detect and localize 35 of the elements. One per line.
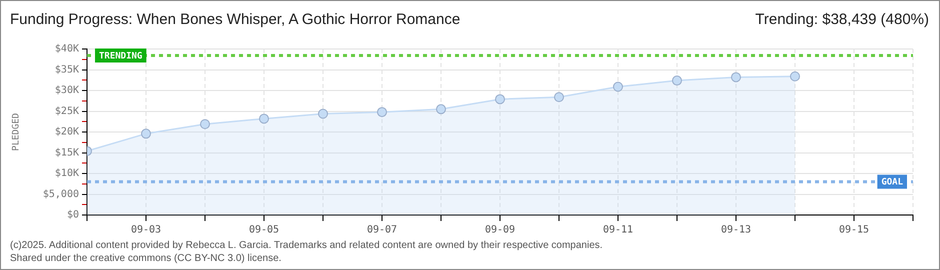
x-tick-label: 09-03 <box>130 224 162 236</box>
point <box>790 71 800 82</box>
y-tick-label: $25K <box>54 106 79 117</box>
point <box>377 107 387 118</box>
point <box>731 72 741 82</box>
point <box>613 82 623 92</box>
ref-line-label: GOAL <box>881 178 904 188</box>
y-tick-label: $20K <box>54 126 79 138</box>
chart-title: Funding Progress: When Bones Whisper, A Gothic Horror Romance <box>10 11 460 28</box>
y-tick-label: $15K <box>54 147 79 158</box>
x-tick-label: 09-11 <box>602 224 634 236</box>
x-tick-label: 09-15 <box>838 224 870 236</box>
text: (c)2025. Additional content provided by Rebecca L. Garcia. Trademarks and related content are owned by their respective companies. <box>10 240 603 251</box>
y-tick-label: $10K <box>54 168 79 180</box>
y-axis-title: PLEDGED <box>12 113 22 151</box>
x-tick-label: 09-07 <box>366 224 398 236</box>
x-tick-label: 09-05 <box>248 224 280 236</box>
point <box>436 104 446 114</box>
y-tick-label: $0 <box>66 210 79 221</box>
y-tick-label: $5,000 <box>42 188 79 200</box>
x-tick-label: 09-09 <box>484 224 516 236</box>
y-tick-label: $40K <box>54 44 79 55</box>
point <box>259 114 269 124</box>
text: Shared under the creative commons (CC BY-NC 3.0) license. <box>10 253 282 264</box>
point <box>672 76 682 86</box>
point <box>200 119 210 130</box>
point <box>141 128 151 139</box>
chart-subtitle: Trending: $38,439 (480%) <box>755 11 929 28</box>
point <box>554 92 564 102</box>
ref-line-label: TRENDING <box>99 51 142 62</box>
point <box>495 94 505 104</box>
y-tick-label: $30K <box>54 85 79 96</box>
x-tick-label: 09-13 <box>720 224 752 236</box>
point <box>318 108 328 119</box>
y-tick-label: $35K <box>54 64 79 76</box>
